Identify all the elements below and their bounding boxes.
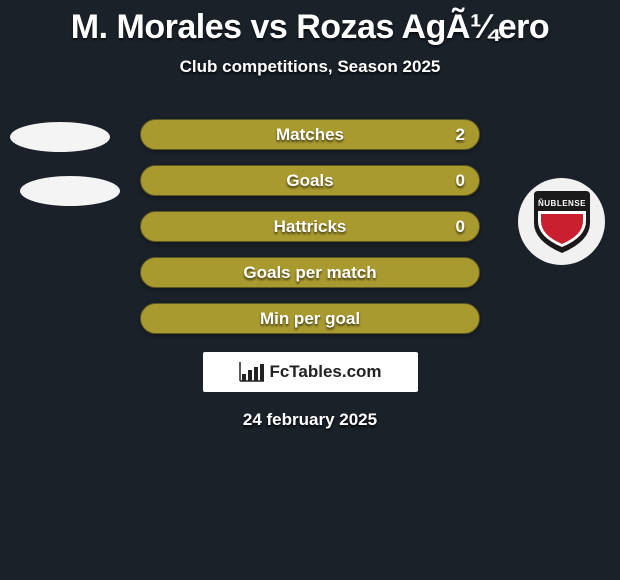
stat-value: 2 (456, 125, 465, 145)
page-title: M. Morales vs Rozas AgÃ¼ero (0, 0, 620, 47)
stat-bar: Goals 0 (140, 165, 480, 196)
stat-bar: Matches 2 (140, 119, 480, 150)
club-name-text: ÑUBLENSE (537, 199, 585, 208)
stat-bar: Hattricks 0 (140, 211, 480, 242)
page-subtitle: Club competitions, Season 2025 (0, 57, 620, 77)
stat-label: Goals per match (243, 263, 376, 283)
stat-value: 0 (456, 217, 465, 237)
avatar-left-1 (10, 122, 110, 152)
stat-bar: Min per goal (140, 303, 480, 334)
club-crest-right: ÑUBLENSE (518, 178, 605, 265)
stat-label: Goals (286, 171, 333, 191)
stat-bar: Goals per match (140, 257, 480, 288)
date-text: 24 february 2025 (0, 410, 620, 430)
stat-label: Min per goal (260, 309, 360, 329)
source-badge: FcTables.com (203, 352, 418, 392)
bar-chart-icon (238, 362, 264, 382)
stat-value: 0 (456, 171, 465, 191)
shield-icon: ÑUBLENSE (530, 189, 594, 255)
stat-label: Hattricks (274, 217, 347, 237)
stat-row: Min per goal (0, 303, 620, 334)
source-badge-text: FcTables.com (269, 362, 381, 382)
avatar-left-2 (20, 176, 120, 206)
stat-label: Matches (276, 125, 344, 145)
stat-row: Goals per match (0, 257, 620, 288)
